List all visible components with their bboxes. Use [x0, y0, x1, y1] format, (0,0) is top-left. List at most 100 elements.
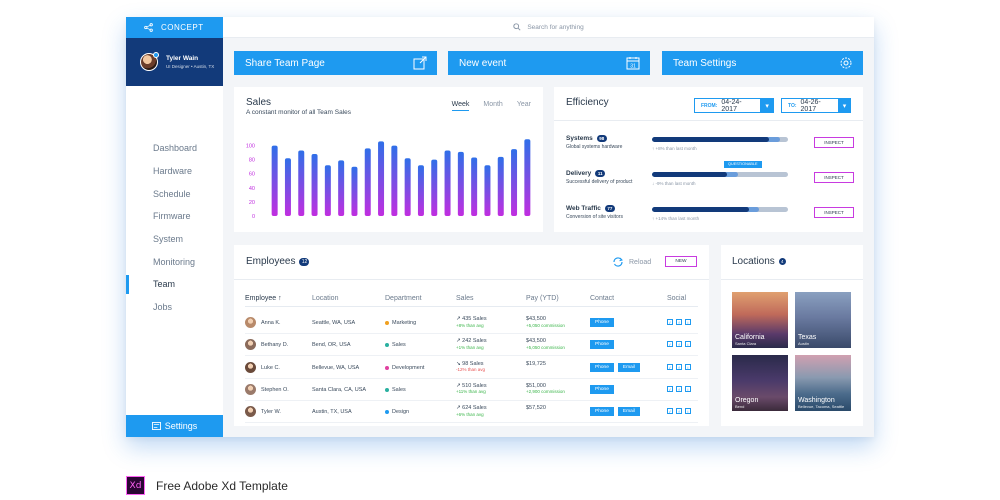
- facebook-icon[interactable]: f: [676, 363, 682, 370]
- sidebar-item-dashboard[interactable]: Dashboard: [126, 137, 223, 160]
- sidebar-item-schedule[interactable]: Schedule: [126, 182, 223, 205]
- column-header[interactable]: Location: [312, 295, 339, 302]
- sales-bar[interactable]: [457, 151, 464, 216]
- progress-bar: [652, 137, 788, 142]
- location-tile-washington[interactable]: Washington Bellevue, Tacoma, Seattle: [795, 355, 851, 411]
- questionable-tag: QUESTIONABLE: [724, 161, 762, 168]
- facebook-icon[interactable]: f: [676, 408, 682, 415]
- sales-bar[interactable]: [444, 150, 451, 216]
- sales-bar[interactable]: [378, 141, 385, 216]
- location-tile-oregon[interactable]: Oregon Bend: [732, 355, 788, 411]
- table-row[interactable]: Stephen O. Santa Clara, CA, USA Sales ↗ 510…: [245, 379, 698, 401]
- column-header[interactable]: Pay (YTD): [526, 295, 559, 302]
- table-row[interactable]: Luke C. Bellevue, WA, USA Development ↘ 98 …: [245, 357, 698, 379]
- facebook-icon[interactable]: f: [676, 385, 682, 392]
- tab-week[interactable]: Week: [451, 101, 470, 111]
- user-profile[interactable]: Tyler Wain UI Designer • Austin, TX: [126, 38, 223, 86]
- team-settings-button[interactable]: Team Settings: [662, 51, 863, 75]
- linkedin-icon[interactable]: i: [685, 385, 691, 392]
- y-tick-label: 80: [249, 158, 255, 164]
- pay-commission: +2,900 commission: [526, 389, 565, 395]
- table-row[interactable]: Bethany D. Bend, OR, USA Sales ↗ 242 Sales +…: [245, 334, 698, 357]
- new-employee-button[interactable]: NEW: [665, 256, 697, 267]
- sales-bar[interactable]: [497, 156, 504, 216]
- settings-button[interactable]: Settings: [126, 415, 223, 437]
- calendar-icon: 31: [626, 57, 640, 70]
- y-tick-label: 60: [249, 172, 255, 178]
- sales-bar[interactable]: [284, 158, 291, 216]
- sales-bar[interactable]: [298, 150, 305, 216]
- column-header[interactable]: Social: [667, 295, 687, 302]
- sales-bar[interactable]: [431, 159, 438, 216]
- inspect-button[interactable]: INSPECT: [814, 207, 854, 218]
- sidebar-item-hardware[interactable]: Hardware: [126, 160, 223, 183]
- sales-bar[interactable]: [271, 145, 278, 216]
- inspect-button[interactable]: INSPECT: [814, 172, 854, 183]
- twitter-icon[interactable]: ✓: [667, 319, 673, 325]
- chevron-down-icon[interactable]: ▾: [837, 98, 851, 113]
- table-row[interactable]: Tyler W. Austin, TX, USA Design ↗ 624 Sales…: [245, 401, 698, 424]
- new-event-button[interactable]: New event 31: [448, 51, 650, 75]
- column-header[interactable]: Contact: [590, 295, 615, 302]
- sales-bar[interactable]: [471, 157, 478, 216]
- twitter-icon[interactable]: ✓: [667, 385, 673, 392]
- sales-bar[interactable]: [511, 149, 518, 216]
- linkedin-icon[interactable]: i: [685, 341, 691, 348]
- chevron-down-icon[interactable]: ▾: [760, 98, 774, 113]
- metric-badge: 11: [595, 170, 606, 177]
- search-input[interactable]: Search for anything: [527, 23, 584, 31]
- sidebar-item-monitoring[interactable]: Monitoring: [126, 250, 223, 273]
- facebook-icon[interactable]: f: [676, 319, 682, 325]
- phone-button[interactable]: Phone: [590, 318, 614, 327]
- phone-button[interactable]: Phone: [590, 384, 614, 394]
- sales-bar[interactable]: [351, 166, 358, 216]
- sidebar-item-team[interactable]: Team: [126, 273, 223, 296]
- twitter-icon[interactable]: ✓: [667, 341, 673, 348]
- twitter-icon[interactable]: ✓: [667, 408, 673, 415]
- y-tick-label: 40: [249, 186, 255, 192]
- facebook-icon[interactable]: f: [676, 341, 682, 348]
- linkedin-icon[interactable]: i: [685, 408, 691, 415]
- sales-bar[interactable]: [391, 145, 398, 216]
- brand-bar[interactable]: CONCEPT: [126, 17, 223, 38]
- pay-value: $19,725: [526, 360, 546, 367]
- twitter-icon[interactable]: ✓: [667, 363, 673, 370]
- linkedin-icon[interactable]: i: [685, 363, 691, 370]
- sales-bar[interactable]: [364, 148, 371, 216]
- avatar: [245, 317, 256, 328]
- sidebar-item-firmware[interactable]: Firmware: [126, 205, 223, 228]
- column-header[interactable]: Department: [385, 295, 422, 302]
- search-box[interactable]: Search for anything: [513, 23, 584, 31]
- linkedin-icon[interactable]: i: [685, 319, 691, 325]
- sales-bar[interactable]: [338, 160, 345, 216]
- phone-button[interactable]: Phone: [590, 362, 614, 372]
- table-row[interactable]: Anna K. Seattle, WA, USA Marketing ↗ 435 Sa…: [245, 312, 698, 334]
- sales-bar[interactable]: [524, 139, 531, 216]
- sales-bar[interactable]: [404, 158, 411, 216]
- phone-button[interactable]: Phone: [590, 407, 614, 417]
- sales-bar[interactable]: [311, 154, 318, 216]
- reload-button[interactable]: Reload: [612, 256, 651, 268]
- sidebar-item-jobs[interactable]: Jobs: [126, 296, 223, 319]
- share-team-page-button[interactable]: Share Team Page: [234, 51, 437, 75]
- from-date-picker[interactable]: FROM: 04-24-2017 ▾: [694, 98, 774, 113]
- to-date-picker[interactable]: TO: 04-26-2017 ▾: [781, 98, 851, 113]
- email-button[interactable]: Email: [617, 407, 640, 417]
- location-tile-texas[interactable]: Texas Austin: [795, 292, 851, 348]
- tab-year[interactable]: Year: [516, 101, 531, 108]
- sales-bar[interactable]: [417, 165, 424, 216]
- tab-month[interactable]: Month: [483, 101, 503, 108]
- sales-bar[interactable]: [324, 165, 331, 216]
- sales-delta: +11% than avg: [456, 389, 486, 395]
- inspect-button[interactable]: INSPECT: [814, 137, 854, 148]
- location-name: Texas: [798, 334, 817, 341]
- email-button[interactable]: Email: [617, 362, 640, 372]
- gear-icon: [840, 57, 852, 69]
- department-label: Marketing: [392, 320, 417, 326]
- location-tile-california[interactable]: California Santa Clara: [732, 292, 788, 348]
- phone-button[interactable]: Phone: [590, 340, 614, 350]
- sales-bar[interactable]: [484, 165, 491, 216]
- column-header[interactable]: Sales: [456, 295, 474, 302]
- column-header[interactable]: Employee ↑: [245, 295, 282, 302]
- sidebar-item-system[interactable]: System: [126, 228, 223, 251]
